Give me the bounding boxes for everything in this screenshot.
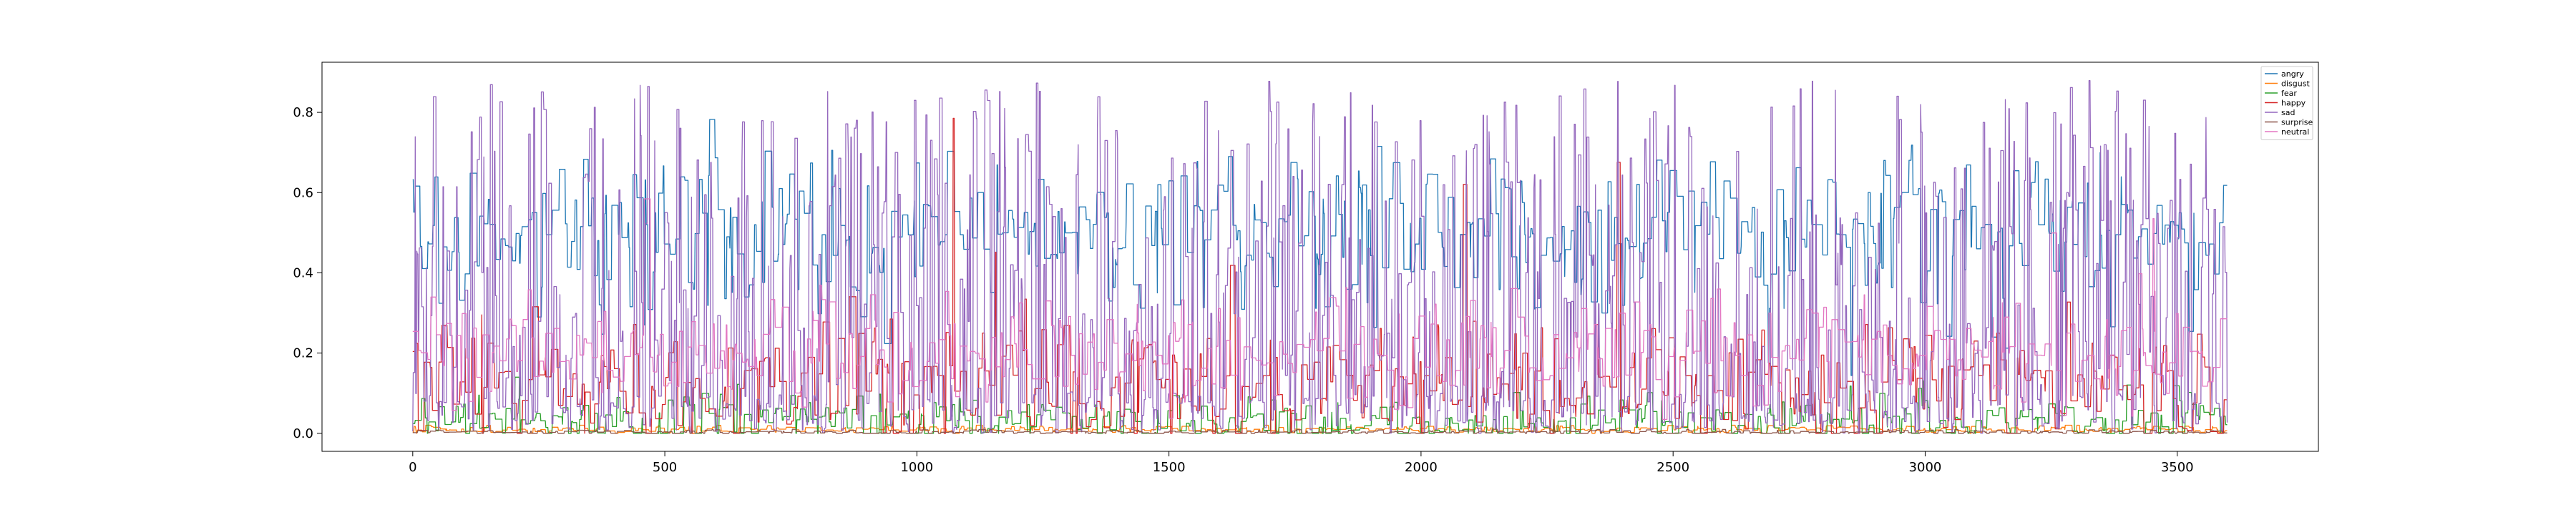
x-tick-label: 0 [409,460,416,475]
y-tick-label: 0.8 [293,105,313,120]
y-tick-label: 0.2 [293,346,313,361]
series-line-surprise [412,428,2228,434]
x-tick-label: 2000 [1405,460,1438,475]
legend-label-angry: angry [2281,69,2304,79]
legend-label-fear: fear [2281,89,2297,98]
x-tick-label: 500 [653,460,677,475]
y-tick-label: 0.0 [293,426,313,441]
legend-label-sad: sad [2281,108,2295,117]
y-axis: 0.0 0.2 0.4 0.6 0.8 [293,105,322,441]
y-tick-label: 0.4 [293,265,313,280]
series-layer [412,80,2228,434]
legend-label-surprise: surprise [2281,118,2313,127]
x-tick-label: 1500 [1153,460,1186,475]
series-line-neutral [412,198,2228,421]
x-tick-label: 3000 [1909,460,1942,475]
legend-label-neutral: neutral [2281,127,2309,137]
x-tick-label: 1000 [900,460,933,475]
legend-label-happy: happy [2281,99,2306,108]
x-axis: 0 500 1000 1500 2000 2500 3000 3500 [409,451,2194,475]
x-tick-label: 2500 [1657,460,1689,475]
x-tick-label: 3500 [2161,460,2194,475]
legend-label-disgust: disgust [2281,79,2310,89]
axes-frame [321,62,2319,452]
series-line-sad [412,80,2228,434]
y-tick-label: 0.6 [293,185,313,200]
